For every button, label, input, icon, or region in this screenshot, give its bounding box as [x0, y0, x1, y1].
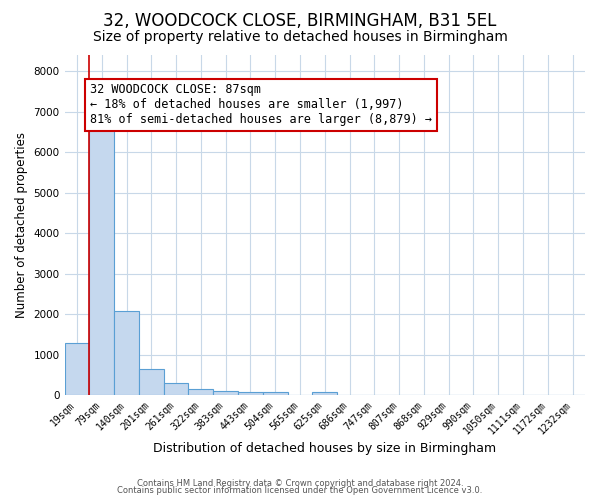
Text: Size of property relative to detached houses in Birmingham: Size of property relative to detached ho…	[92, 30, 508, 44]
Bar	[139, 369, 164, 396]
Bar	[89, 128, 114, 396]
X-axis label: Distribution of detached houses by size in Birmingham: Distribution of detached houses by size …	[153, 442, 496, 455]
Bar	[65, 342, 89, 396]
Bar	[313, 392, 337, 396]
Text: Contains HM Land Registry data © Crown copyright and database right 2024.: Contains HM Land Registry data © Crown c…	[137, 478, 463, 488]
Text: 32 WOODCOCK CLOSE: 87sqm
← 18% of detached houses are smaller (1,997)
81% of sem: 32 WOODCOCK CLOSE: 87sqm ← 18% of detach…	[90, 84, 432, 126]
Bar	[263, 392, 287, 396]
Y-axis label: Number of detached properties: Number of detached properties	[15, 132, 28, 318]
Bar	[213, 392, 238, 396]
Bar	[164, 384, 188, 396]
Bar	[114, 311, 139, 396]
Text: 32, WOODCOCK CLOSE, BIRMINGHAM, B31 5EL: 32, WOODCOCK CLOSE, BIRMINGHAM, B31 5EL	[103, 12, 497, 30]
Bar	[188, 389, 213, 396]
Bar	[238, 392, 263, 396]
Text: Contains public sector information licensed under the Open Government Licence v3: Contains public sector information licen…	[118, 486, 482, 495]
